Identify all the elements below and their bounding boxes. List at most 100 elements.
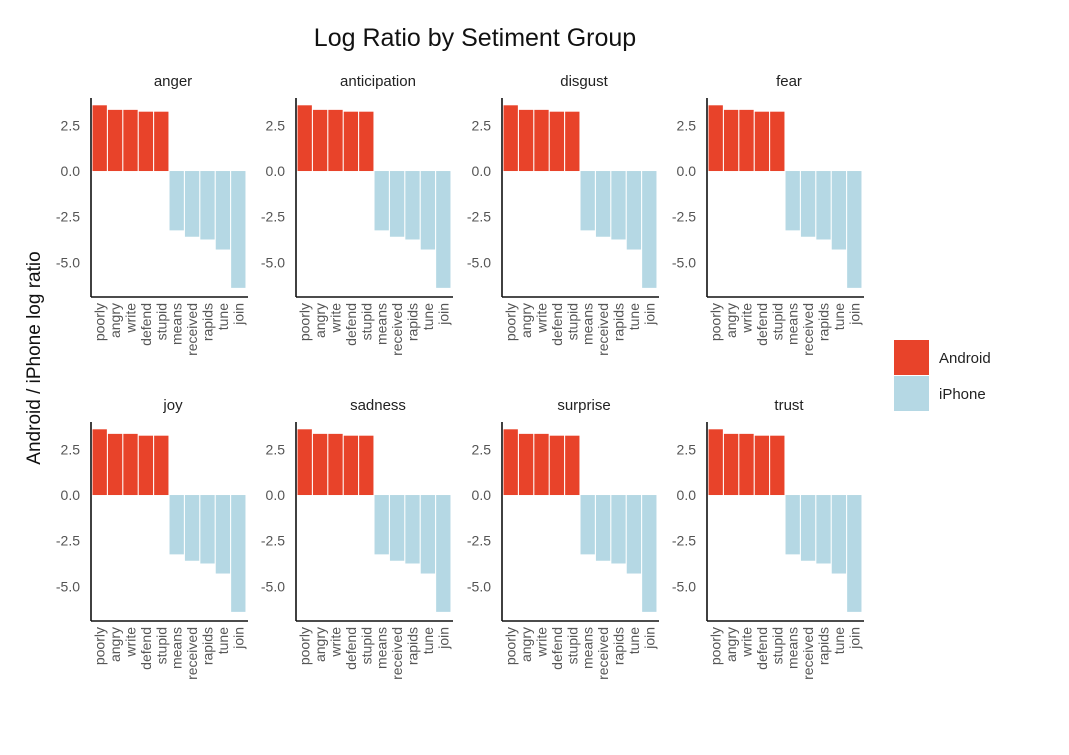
bar-angry: [723, 433, 739, 496]
y-tick-label: -5.0: [467, 578, 491, 594]
x-tick-label: write: [123, 627, 139, 658]
x-tick-label: write: [534, 627, 550, 658]
y-tick-label: -5.0: [56, 578, 80, 594]
y-tick-label: -2.5: [56, 533, 80, 549]
x-tick-label: received: [595, 303, 611, 356]
facet-label: anticipation: [340, 73, 416, 90]
bar-rapids: [405, 495, 420, 564]
bar-rapids: [611, 495, 626, 564]
facet-panel-surprise: surprise 2.5 0.0 -2.5 -5.0 poorly angry write de…: [467, 397, 659, 680]
bar-means: [785, 495, 800, 555]
facet-panel-sadness: sadness 2.5 0.0 -2.5 -5.0 poorly angry write def…: [261, 397, 453, 680]
facet-label: trust: [774, 397, 804, 414]
facet-label: surprise: [557, 397, 610, 414]
x-tick-label: angry: [107, 627, 123, 662]
y-tick-label: 2.5: [61, 441, 81, 457]
x-tick-label: poorly: [297, 627, 313, 665]
bar-rapids: [405, 171, 420, 240]
x-tick-label: tune: [420, 627, 436, 654]
bar-angry: [312, 109, 328, 172]
bar-write: [534, 433, 549, 496]
bar-stupid: [154, 435, 169, 496]
y-tick-label: 0.0: [266, 487, 286, 503]
bar-write: [328, 109, 343, 172]
y-tick-label: 0.0: [472, 487, 492, 503]
bar-write: [739, 109, 754, 172]
y-tick-label: 0.0: [677, 487, 697, 503]
bar-means: [580, 495, 595, 555]
x-tick-label: defend: [754, 627, 770, 670]
x-tick-label: poorly: [297, 303, 313, 341]
legend: Android iPhone: [894, 340, 991, 411]
x-tick-label: means: [785, 627, 801, 669]
x-tick-label: tune: [215, 303, 231, 330]
bar-means: [169, 171, 184, 231]
bar-angry: [107, 109, 123, 172]
bar-join: [436, 171, 451, 288]
y-tick-label: 2.5: [677, 441, 697, 457]
facet-panel-disgust: disgust 2.5 0.0 -2.5 -5.0 poorly angry write def…: [467, 73, 659, 356]
bar-tune: [831, 495, 847, 574]
bar-poorly: [92, 105, 107, 172]
y-tick-label: -5.0: [672, 578, 696, 594]
x-tick-label: poorly: [92, 303, 108, 341]
bar-stupid: [565, 111, 580, 172]
y-tick-label: -5.0: [261, 254, 285, 270]
x-tick-label: angry: [107, 303, 123, 338]
facet-panel-fear: fear 2.5 0.0 -2.5 -5.0 poorly angry write defend…: [672, 73, 864, 356]
x-tick-label: rapids: [405, 303, 421, 341]
y-tick-label: 0.0: [61, 487, 81, 503]
x-tick-label: stupid: [153, 627, 169, 664]
bar-defend: [549, 435, 565, 496]
bar-join: [231, 171, 246, 288]
bar-defend: [138, 111, 154, 172]
x-tick-label: stupid: [769, 303, 785, 340]
bar-means: [169, 495, 184, 555]
x-tick-label: rapids: [611, 303, 627, 341]
x-tick-label: poorly: [503, 627, 519, 665]
bar-poorly: [92, 429, 107, 496]
bar-tune: [420, 171, 436, 250]
bar-stupid: [770, 111, 785, 172]
x-tick-label: defend: [138, 627, 154, 670]
bar-stupid: [154, 111, 169, 172]
bar-received: [595, 495, 611, 561]
x-tick-label: poorly: [92, 627, 108, 665]
bar-angry: [723, 109, 739, 172]
y-tick-label: 0.0: [61, 163, 81, 179]
bar-received: [800, 495, 816, 561]
x-tick-label: received: [800, 627, 816, 680]
bar-received: [184, 171, 200, 237]
x-tick-label: rapids: [405, 627, 421, 665]
x-tick-label: rapids: [200, 303, 216, 341]
facet-panel-trust: trust 2.5 0.0 -2.5 -5.0 poorly angry write defen…: [672, 397, 864, 680]
legend-label: iPhone: [939, 386, 986, 403]
y-tick-label: 0.0: [677, 163, 697, 179]
bar-angry: [312, 433, 328, 496]
bar-join: [436, 495, 451, 612]
x-tick-label: defend: [549, 627, 565, 670]
bar-angry: [518, 433, 534, 496]
x-tick-label: received: [595, 627, 611, 680]
facet-label: anger: [154, 73, 192, 90]
x-tick-label: means: [374, 303, 390, 345]
y-tick-label: -5.0: [56, 254, 80, 270]
x-tick-label: join: [846, 627, 862, 650]
bar-poorly: [297, 105, 312, 172]
bar-rapids: [611, 171, 626, 240]
x-tick-label: rapids: [200, 627, 216, 665]
x-tick-label: join: [230, 303, 246, 326]
x-tick-label: defend: [138, 303, 154, 346]
bar-write: [328, 433, 343, 496]
x-tick-label: stupid: [769, 627, 785, 664]
bar-defend: [343, 111, 359, 172]
facet-panel-anticipation: anticipation 2.5 0.0 -2.5 -5.0 poorly angry wri…: [261, 73, 453, 356]
bar-received: [389, 495, 405, 561]
bar-rapids: [816, 495, 831, 564]
bar-means: [374, 495, 389, 555]
bar-rapids: [816, 171, 831, 240]
facet-label: sadness: [350, 397, 406, 414]
y-tick-label: -2.5: [467, 209, 491, 225]
